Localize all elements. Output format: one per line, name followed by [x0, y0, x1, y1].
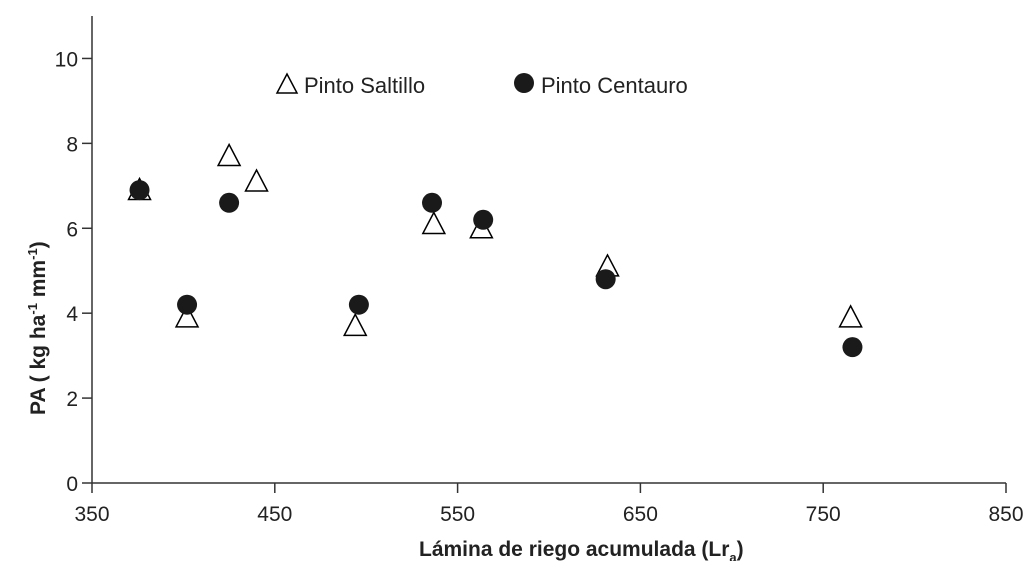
point-pinto-centauro — [348, 294, 369, 315]
point-pinto-centauro — [595, 269, 616, 290]
point-pinto-centauro — [842, 337, 863, 358]
y-axis-title-end: ) — [27, 241, 50, 248]
point-pinto-centauro — [422, 192, 443, 213]
legend: Pinto Saltillo Pinto Centauro — [275, 72, 688, 98]
x-tick-label: 750 — [806, 503, 841, 526]
point-pinto-centauro — [473, 209, 494, 230]
y-tick-label: 2 — [66, 388, 78, 411]
y-tick-label: 8 — [66, 133, 78, 156]
x-tick-label: 850 — [988, 503, 1023, 526]
y-axis-title-mid: mm — [27, 260, 50, 303]
y-tick-label: 4 — [66, 303, 78, 326]
point-pinto-centauro — [129, 180, 150, 201]
y-tick-label: 6 — [66, 218, 78, 241]
x-axis-title-main: Lámina de riego acumulada (Lr — [419, 538, 729, 561]
y-axis-title: PA ( kg ha-1 mm-1) — [25, 241, 50, 415]
point-pinto-saltillo — [342, 312, 368, 337]
x-axis-title-end: ) — [737, 538, 744, 561]
x-tick-label: 650 — [623, 503, 658, 526]
y-axis-ticks: 0 2 4 6 8 10 — [55, 48, 92, 496]
x-axis-title: Lámina de riego acumulada (Lra) — [419, 538, 744, 561]
x-tick-label: 450 — [257, 503, 292, 526]
x-axis-ticks: 350 450 550 650 750 850 — [74, 483, 1024, 526]
point-pinto-centauro — [219, 192, 240, 213]
y-axis-title-sup2: -1 — [25, 248, 40, 260]
y-axis-title-main: PA ( kg ha — [27, 314, 50, 415]
data-points — [127, 142, 863, 358]
point-pinto-saltillo — [838, 304, 863, 328]
point-pinto-saltillo — [216, 142, 242, 167]
point-pinto-centauro — [177, 294, 198, 315]
y-tick-label: 10 — [55, 48, 78, 71]
point-pinto-saltillo — [421, 210, 447, 235]
legend-label-pinto-centauro: Pinto Centauro — [541, 73, 688, 98]
x-tick-label: 350 — [74, 503, 109, 526]
legend-circle-icon — [514, 73, 534, 93]
y-axis-title-sup1: -1 — [25, 303, 40, 315]
point-pinto-saltillo — [244, 168, 269, 192]
x-tick-label: 550 — [440, 503, 475, 526]
point-pinto-saltillo — [174, 304, 200, 328]
y-tick-label: 0 — [66, 473, 78, 496]
legend-triangle-icon — [275, 72, 299, 94]
x-axis-title-subscript: a — [729, 550, 737, 561]
legend-label-pinto-saltillo: Pinto Saltillo — [304, 73, 425, 98]
